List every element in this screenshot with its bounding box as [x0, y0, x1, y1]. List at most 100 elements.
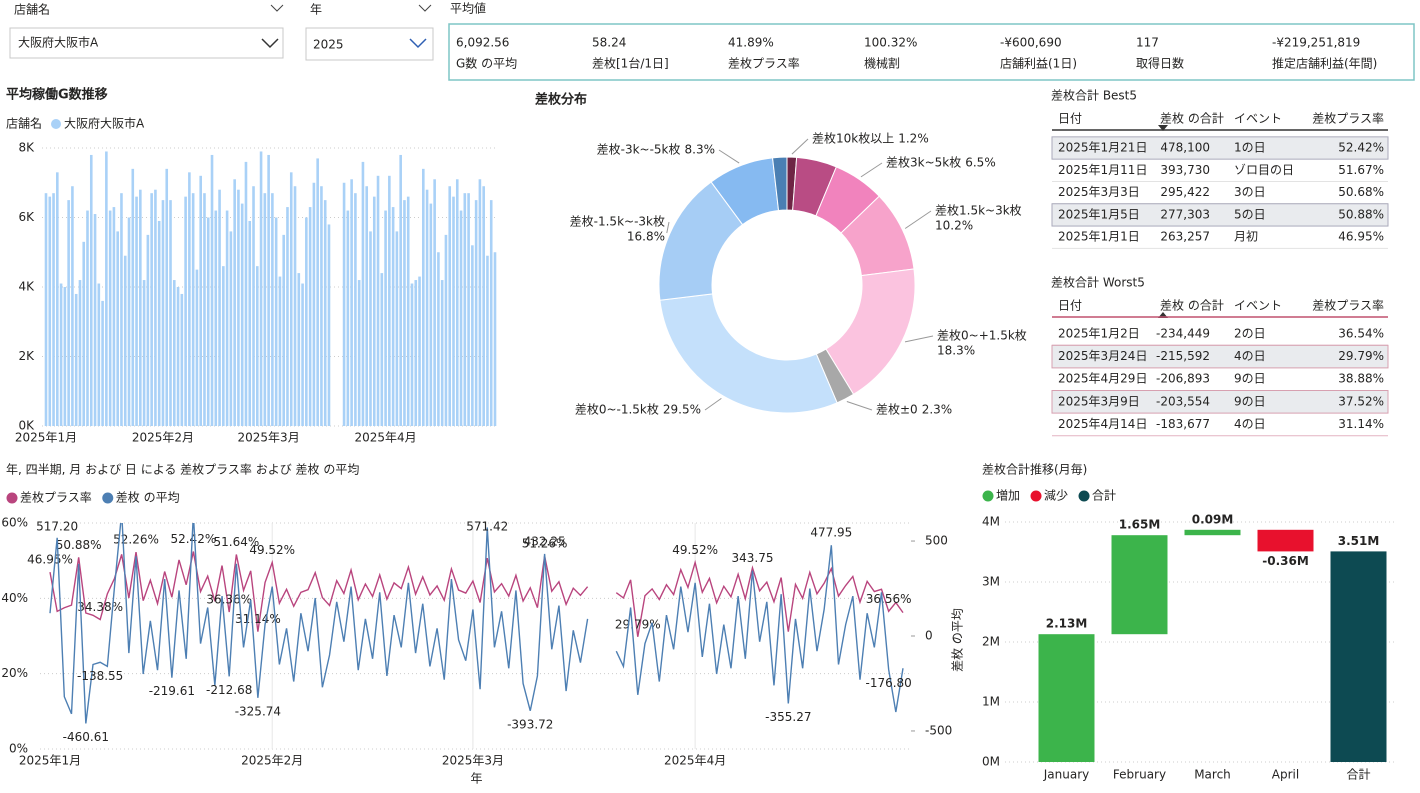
store-dropdown[interactable] — [9, 27, 284, 59]
table-cell: -206,893 — [1156, 372, 1210, 386]
table-cell: 36.54% — [1338, 327, 1384, 341]
chevron[interactable] — [270, 4, 284, 12]
kpi-title: 平均値 — [450, 1, 486, 16]
bar — [267, 154, 270, 426]
filter-value: 大阪府大阪市A — [18, 36, 99, 50]
bar — [63, 287, 67, 426]
chevron[interactable] — [261, 38, 279, 49]
row-shade — [1051, 136, 1389, 160]
bar — [78, 280, 82, 426]
table-header: イベント — [1234, 112, 1282, 126]
legend-label: 差枚プラス率 — [20, 490, 92, 505]
y-tick-label: 40% — [1, 591, 28, 605]
bar — [203, 193, 206, 426]
data-label: 432.25 — [524, 534, 566, 548]
bar — [388, 175, 391, 426]
data-label: 31.14% — [235, 612, 281, 626]
waterfall-bar — [1330, 551, 1387, 762]
x-tick-label: January — [1043, 768, 1090, 782]
bar — [180, 293, 184, 426]
kpi-label: G数 の平均 — [456, 56, 517, 71]
table-header: 差枚プラス率 — [1312, 111, 1384, 126]
bar — [482, 186, 485, 426]
bar — [139, 189, 142, 426]
bar — [252, 186, 255, 426]
bar — [286, 207, 289, 426]
kpi-value: 100.32% — [864, 36, 917, 50]
data-label: 2.13M — [1046, 617, 1088, 631]
sort-icon[interactable] — [1158, 125, 1168, 131]
leader-line — [666, 221, 670, 234]
bar — [52, 193, 55, 426]
data-label: -212.68 — [206, 683, 252, 697]
year-dropdown[interactable] — [305, 27, 434, 61]
bar — [263, 193, 267, 426]
bar — [391, 207, 395, 426]
table-cell: 2025年3月3日 — [1058, 185, 1140, 199]
bar — [191, 193, 195, 426]
bar — [301, 283, 304, 426]
bar — [127, 217, 131, 426]
table-cell: 3の日 — [1234, 185, 1266, 199]
bar — [225, 210, 229, 426]
bar — [244, 161, 248, 426]
table-header: 差枚 の合計 — [1160, 298, 1224, 313]
series-line — [49, 551, 904, 637]
chevron[interactable] — [409, 38, 427, 49]
data-label: -219.61 — [149, 684, 195, 698]
waterfall-bar — [1038, 634, 1095, 762]
chart-title: 差枚分布 — [535, 92, 587, 108]
legend-marker — [1078, 490, 1090, 502]
bar — [455, 179, 459, 426]
y2-tick-label: -500 — [925, 723, 952, 737]
bar — [210, 154, 214, 426]
x-tick-label: 2025年2月 — [132, 431, 194, 445]
kpi-label: 差枚プラス率 — [728, 56, 800, 71]
table-cell: 50.88% — [1338, 207, 1384, 221]
data-label: 343.75 — [731, 551, 773, 565]
kpi-value: 58.24 — [592, 36, 626, 50]
bar — [380, 273, 384, 426]
row-shade — [1051, 344, 1389, 369]
bar — [323, 200, 327, 426]
data-label: 46.95% — [27, 553, 73, 567]
table-cell: 263,257 — [1160, 230, 1210, 244]
data-label: 34.38% — [77, 600, 123, 614]
bar — [44, 193, 48, 426]
table-cell: -234,449 — [1156, 327, 1210, 341]
bar — [282, 234, 286, 426]
y-tick-label: 2K — [18, 349, 35, 363]
filter-value: 2025 — [313, 38, 344, 52]
x-tick-label: 2025年2月 — [241, 754, 303, 768]
bar — [101, 300, 104, 426]
bar — [474, 200, 478, 426]
bar — [240, 203, 244, 426]
bar — [399, 154, 402, 426]
y-tick-label: 3M — [982, 575, 1000, 589]
bar — [82, 241, 86, 426]
leader-line — [860, 162, 883, 178]
table-cell: 2025年1月1日 — [1058, 230, 1140, 244]
bar — [184, 196, 187, 426]
filter-label: 年 — [310, 3, 322, 17]
row-shade — [1051, 203, 1389, 227]
bar — [214, 210, 218, 426]
bar — [97, 283, 101, 426]
bar — [346, 210, 350, 426]
table-cell: 37.52% — [1338, 394, 1384, 408]
table-title: 差枚合計 Best5 — [1051, 88, 1137, 103]
slice-label: 差枚3k~5k枚 — [886, 155, 961, 170]
bar — [493, 252, 497, 426]
chevron[interactable] — [418, 4, 432, 12]
bar — [384, 210, 387, 426]
waterfall-bar — [1257, 529, 1314, 552]
bar — [289, 172, 293, 426]
bar — [425, 189, 429, 426]
bar — [188, 172, 191, 426]
bar — [161, 200, 165, 426]
bar — [135, 196, 138, 426]
y-tick-label: 8K — [18, 141, 35, 155]
bar — [237, 189, 240, 426]
